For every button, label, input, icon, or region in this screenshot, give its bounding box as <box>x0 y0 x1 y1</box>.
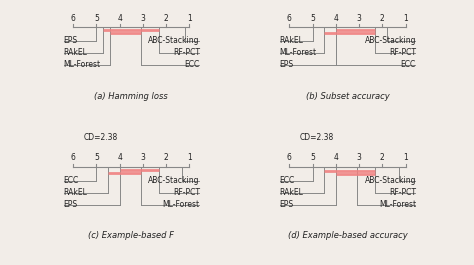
Text: ECC: ECC <box>63 176 78 185</box>
Text: (c) Example-based F: (c) Example-based F <box>88 231 174 240</box>
Text: 6: 6 <box>71 14 76 23</box>
Text: EPS: EPS <box>279 60 293 69</box>
Text: ML-Forest: ML-Forest <box>279 48 316 57</box>
Text: RAkEL: RAkEL <box>63 48 87 57</box>
Text: ML-Forest: ML-Forest <box>163 200 200 209</box>
Text: 6: 6 <box>287 153 292 162</box>
Text: RAkEL: RAkEL <box>279 188 303 197</box>
Text: (a) Hamming loss: (a) Hamming loss <box>94 91 168 100</box>
Text: (b) Subset accuracy: (b) Subset accuracy <box>306 91 389 100</box>
Text: RF-PCT: RF-PCT <box>173 48 200 57</box>
Text: 3: 3 <box>140 153 146 162</box>
Text: 4: 4 <box>333 153 338 162</box>
Text: RAkEL: RAkEL <box>63 188 87 197</box>
Text: 2: 2 <box>380 14 384 23</box>
Text: CD=2.38: CD=2.38 <box>300 133 334 142</box>
Text: EPS: EPS <box>63 200 77 209</box>
Text: 5: 5 <box>94 14 99 23</box>
Text: 1: 1 <box>187 14 192 23</box>
Text: ECC: ECC <box>184 60 200 69</box>
Text: ABC-Stacking: ABC-Stacking <box>148 176 200 185</box>
Text: RF-PCT: RF-PCT <box>389 188 416 197</box>
Text: RAkEL: RAkEL <box>279 36 303 45</box>
Text: CD=2.38: CD=2.38 <box>84 133 118 142</box>
Text: ML-Forest: ML-Forest <box>379 200 416 209</box>
Text: 4: 4 <box>117 14 122 23</box>
Text: ML-Forest: ML-Forest <box>63 60 100 69</box>
Text: EPS: EPS <box>63 36 77 45</box>
Text: ABC-Stacking: ABC-Stacking <box>148 36 200 45</box>
Text: CD=2.38: CD=2.38 <box>84 0 118 2</box>
Text: 2: 2 <box>164 14 169 23</box>
Text: (d) Example-based accuracy: (d) Example-based accuracy <box>288 231 407 240</box>
Text: CD=2.38: CD=2.38 <box>300 0 334 2</box>
Text: 6: 6 <box>71 153 76 162</box>
Text: 5: 5 <box>310 14 315 23</box>
Text: 1: 1 <box>187 153 192 162</box>
Text: 4: 4 <box>117 153 122 162</box>
Text: 3: 3 <box>356 14 362 23</box>
Text: 4: 4 <box>333 14 338 23</box>
Text: EPS: EPS <box>279 200 293 209</box>
Text: 5: 5 <box>310 153 315 162</box>
Text: 1: 1 <box>403 14 408 23</box>
Text: 1: 1 <box>403 153 408 162</box>
Text: 5: 5 <box>94 153 99 162</box>
Text: 3: 3 <box>356 153 362 162</box>
Text: 2: 2 <box>164 153 169 162</box>
Text: ABC-Stacking: ABC-Stacking <box>365 176 416 185</box>
Text: ECC: ECC <box>401 60 416 69</box>
Text: ABC-Stacking: ABC-Stacking <box>365 36 416 45</box>
Text: ECC: ECC <box>279 176 294 185</box>
Text: 6: 6 <box>287 14 292 23</box>
Text: 2: 2 <box>380 153 384 162</box>
Text: 3: 3 <box>140 14 146 23</box>
Text: RF-PCT: RF-PCT <box>173 188 200 197</box>
Text: RF-PCT: RF-PCT <box>389 48 416 57</box>
